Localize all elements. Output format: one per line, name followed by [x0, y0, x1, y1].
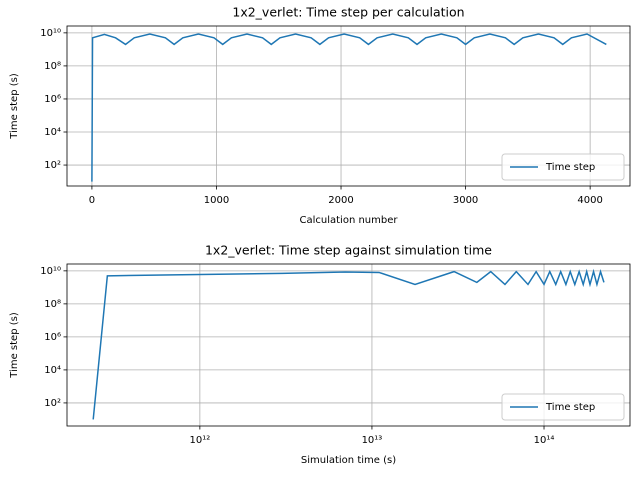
y-axis-label: Time step (s): [9, 312, 20, 379]
x-tick-label: 10¹³: [362, 435, 383, 446]
y-axis-label: Time step (s): [9, 73, 20, 140]
y-tick-label: 10⁶: [44, 94, 61, 105]
plot-area: [91, 33, 607, 182]
x-tick-label: 3000: [453, 195, 478, 206]
legend-box: [501, 153, 625, 181]
y-tick-label: 10²: [44, 398, 61, 409]
y-tick-label: 10⁸: [44, 61, 61, 72]
y-tick-label: 10⁴: [44, 127, 61, 138]
x-tick-label: 2000: [328, 195, 353, 206]
x-axis-label: Simulation time (s): [301, 455, 396, 466]
x-tick-label: 0: [89, 195, 95, 206]
plot-area: [92, 268, 605, 420]
y-tick-label: 10¹⁰: [40, 28, 61, 39]
chart-title: 1x2_verlet: Time step per calculation: [232, 5, 464, 20]
x-tick-label: 4000: [577, 195, 602, 206]
y-tick-label: 10⁶: [44, 332, 61, 343]
x-tick-label: 1000: [204, 195, 229, 206]
chart-title: 1x2_verlet: Time step against simulation…: [205, 243, 492, 258]
legend-label: Time step: [545, 402, 595, 413]
y-tick-label: 10⁴: [44, 365, 61, 376]
x-tick-label: 10¹⁴: [534, 435, 555, 446]
x-axis-label: Calculation number: [300, 215, 399, 226]
axes-frame: [66, 263, 631, 427]
data-line: [92, 268, 605, 420]
data-line: [91, 33, 607, 182]
x-tick-label: 10¹²: [189, 435, 210, 446]
legend-box: [501, 393, 625, 421]
y-tick-label: 10¹⁰: [40, 266, 61, 277]
legend-label: Time step: [545, 162, 595, 173]
axes-frame: [66, 25, 631, 187]
y-tick-label: 10⁸: [44, 299, 61, 310]
y-tick-label: 10²: [44, 160, 61, 171]
